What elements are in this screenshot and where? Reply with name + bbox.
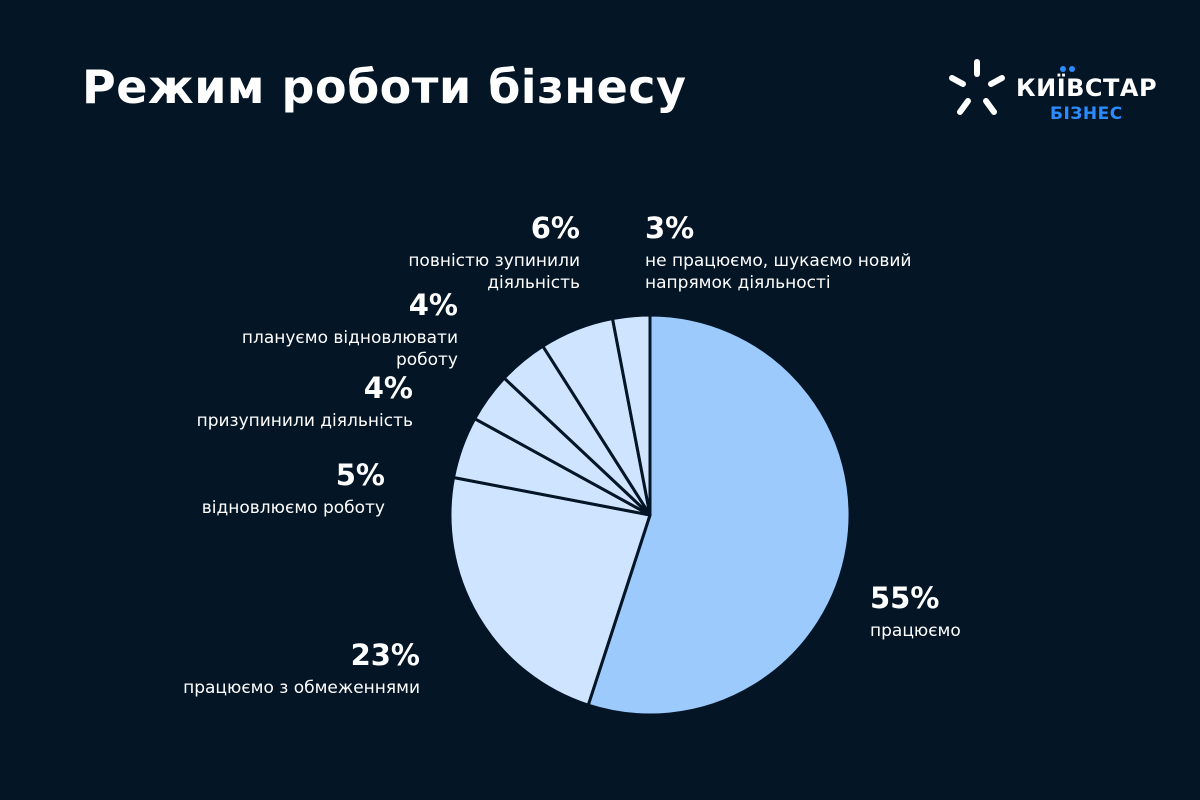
slice-value-label-6: 6%: [531, 211, 580, 245]
slice-category-label-1: працюємо: [870, 621, 961, 641]
slice-value-label-1: 55%: [870, 581, 939, 615]
pie-labels: 55% працюємо 23% працюємо з обмеженнями 5% ві…: [183, 211, 961, 698]
slice-category-label-7: напрямок діяльності: [645, 273, 831, 293]
slice-value-label-5: 4%: [409, 288, 458, 322]
slice-category-label-2: працюємо з обмеженнями: [183, 678, 420, 698]
star-icon: [949, 59, 1005, 115]
pie-slice-2: [448, 476, 652, 707]
kyivstar-business-logo: КИЇВСТАР БІЗНЕС: [940, 52, 1170, 132]
logo-sub-text: БІЗНЕС: [1050, 104, 1123, 124]
pie-slice-1: [586, 313, 852, 717]
slice-value-label-3: 5%: [336, 458, 385, 492]
logo-brand-text: КИЇВСТАР: [1016, 74, 1158, 102]
slice-category-label-5: роботу: [396, 350, 458, 370]
slice-category-label-3: відновлюємо роботу: [202, 498, 385, 518]
slice-category-label-5: плануємо відновлювати: [242, 328, 458, 348]
slice-category-label-6: діяльність: [487, 273, 580, 293]
slice-category-label-6: повністю зупинили: [408, 251, 580, 271]
slice-value-label-4: 4%: [364, 371, 413, 405]
pie-slice-7: [611, 313, 652, 517]
pie-slices: [448, 313, 852, 717]
chart-title: Режим роботи бізнесу: [82, 60, 687, 114]
slice-value-label-2: 23%: [351, 638, 420, 672]
slice-value-label-7: 3%: [645, 211, 694, 245]
slice-category-label-7: не працюємо, шукаємо новий: [645, 251, 911, 271]
slice-category-label-4: призупинили діяльність: [197, 411, 413, 431]
